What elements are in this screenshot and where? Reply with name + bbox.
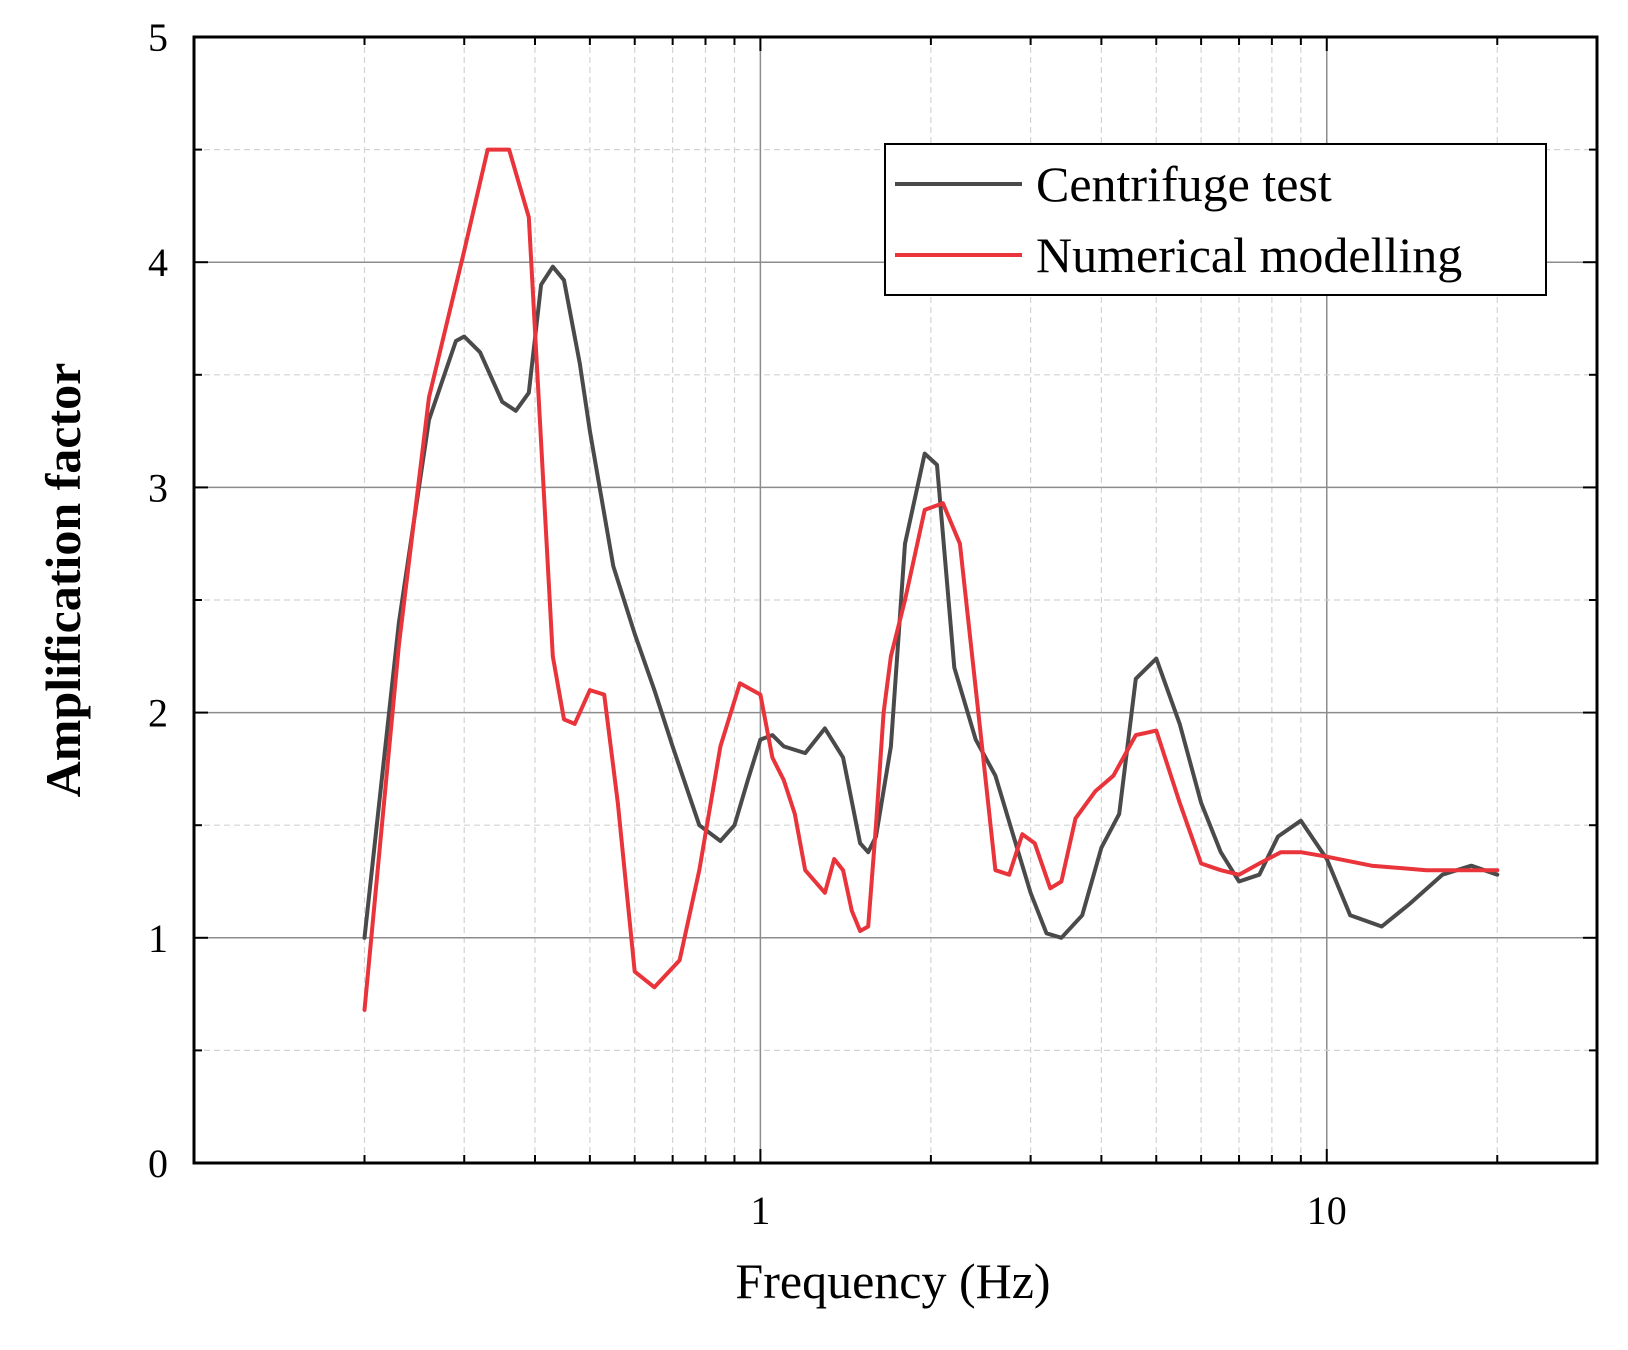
grid-layer <box>193 37 1598 1163</box>
y-tick-label: 4 <box>148 240 168 285</box>
legend-label-numerical-modelling: Numerical modelling <box>1036 227 1462 283</box>
series-line-numerical-modelling <box>362 147 1500 1012</box>
y-tick-label: 3 <box>148 465 168 510</box>
legend-label-centrifuge-test: Centrifuge test <box>1036 156 1332 212</box>
legend: Centrifuge test Numerical modelling <box>884 143 1547 296</box>
y-tick-label: 5 <box>148 15 168 60</box>
plot-frame <box>192 35 1599 1165</box>
y-tick-label: 0 <box>148 1141 168 1186</box>
y-tick-label: 2 <box>148 691 168 736</box>
x-axis-title: Frequency (Hz) <box>735 1253 1050 1309</box>
x-tick-label: 10 <box>1307 1188 1347 1233</box>
legend-box <box>884 143 1547 296</box>
x-tick-label: 1 <box>750 1188 770 1233</box>
y-tick-label: 1 <box>148 916 168 961</box>
y-axis-title: Amplification factor <box>35 363 91 798</box>
tick-labels: 1 10 0 1 2 3 4 5 <box>148 15 1347 1233</box>
axes-layer <box>192 35 1599 1165</box>
series-layer <box>362 147 1500 1012</box>
